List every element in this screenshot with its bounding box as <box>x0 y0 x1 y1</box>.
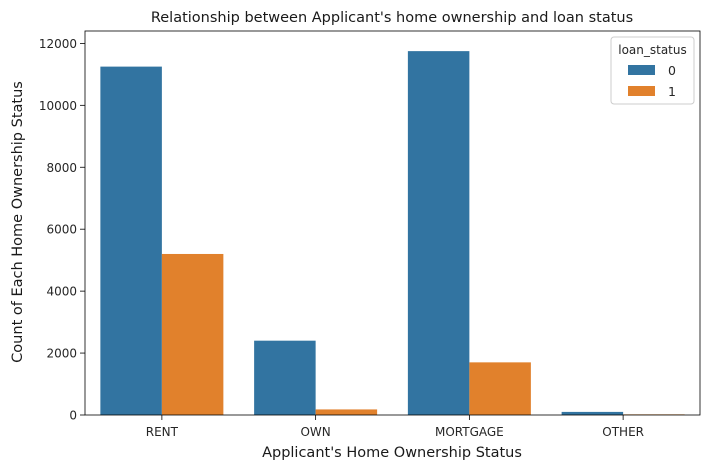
legend-title: loan_status <box>618 43 687 57</box>
legend-swatch-series-1 <box>628 86 655 96</box>
bar-mortgage-series-1 <box>469 362 531 415</box>
y-tick-label: 6000 <box>46 223 77 237</box>
x-tick-label: MORTGAGE <box>435 425 504 439</box>
bar-rent-series-1 <box>161 253 224 415</box>
y-tick-label: 4000 <box>46 285 77 299</box>
legend: loan_status 0 1 <box>610 36 695 105</box>
bar-own-series-0 <box>254 340 316 415</box>
x-axis-title: Applicant's Home Ownership Status <box>262 445 522 461</box>
legend-label-series-0: 0 <box>668 63 676 78</box>
y-tick-label: 0 <box>69 409 77 423</box>
bar-mortgage-series-0 <box>407 51 470 416</box>
x-tick-label: OWN <box>300 425 330 439</box>
chart-title: Relationship between Applicant's home ow… <box>151 10 633 26</box>
bar-other-series-0 <box>561 411 624 415</box>
plot-area: 0 2000 4000 6000 8000 10000 12000 RENT OWN MORTGA… <box>39 30 701 439</box>
y-axis-title: Count of Each Home Ownership Status <box>10 81 26 363</box>
y-tick-label: 12000 <box>39 37 77 51</box>
y-tick-label: 8000 <box>46 161 77 175</box>
bar-own-series-1 <box>315 409 378 415</box>
plot-frame <box>84 30 701 416</box>
x-tick-label: RENT <box>146 425 179 439</box>
bar-rent-series-0 <box>100 66 162 415</box>
y-tick-label: 10000 <box>39 99 77 113</box>
legend-label-series-1: 1 <box>668 84 676 99</box>
x-tick-label: OTHER <box>602 425 644 439</box>
legend-swatch-series-0 <box>628 65 655 75</box>
y-tick-label: 2000 <box>46 347 77 361</box>
